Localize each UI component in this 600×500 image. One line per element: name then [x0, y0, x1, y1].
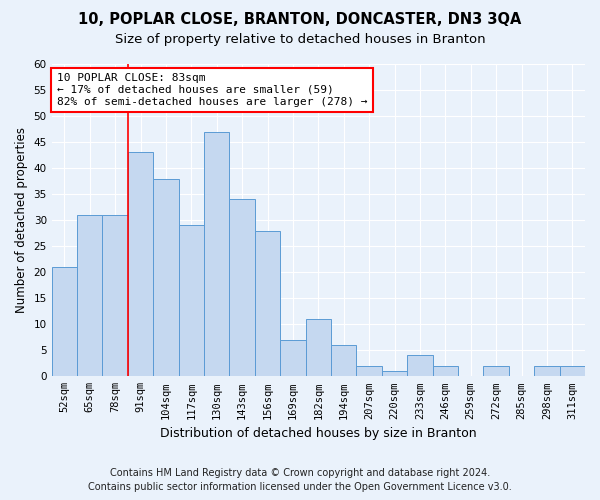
Bar: [433, 366, 458, 376]
Bar: [103, 215, 128, 376]
Bar: [280, 340, 305, 376]
Bar: [77, 215, 103, 376]
Bar: [153, 178, 179, 376]
Bar: [382, 371, 407, 376]
Bar: [331, 345, 356, 376]
Bar: [128, 152, 153, 376]
Text: 10, POPLAR CLOSE, BRANTON, DONCASTER, DN3 3QA: 10, POPLAR CLOSE, BRANTON, DONCASTER, DN…: [79, 12, 521, 28]
Bar: [229, 200, 255, 376]
Text: Size of property relative to detached houses in Branton: Size of property relative to detached ho…: [115, 32, 485, 46]
Bar: [255, 230, 280, 376]
Bar: [52, 267, 77, 376]
Bar: [204, 132, 229, 376]
Bar: [356, 366, 382, 376]
Bar: [179, 226, 204, 376]
Y-axis label: Number of detached properties: Number of detached properties: [15, 127, 28, 313]
Bar: [484, 366, 509, 376]
Bar: [534, 366, 560, 376]
Bar: [407, 356, 433, 376]
Bar: [560, 366, 585, 376]
Text: Contains public sector information licensed under the Open Government Licence v3: Contains public sector information licen…: [88, 482, 512, 492]
X-axis label: Distribution of detached houses by size in Branton: Distribution of detached houses by size …: [160, 427, 476, 440]
Bar: [305, 319, 331, 376]
Text: 10 POPLAR CLOSE: 83sqm
← 17% of detached houses are smaller (59)
82% of semi-det: 10 POPLAR CLOSE: 83sqm ← 17% of detached…: [57, 74, 367, 106]
Text: Contains HM Land Registry data © Crown copyright and database right 2024.: Contains HM Land Registry data © Crown c…: [110, 468, 490, 477]
